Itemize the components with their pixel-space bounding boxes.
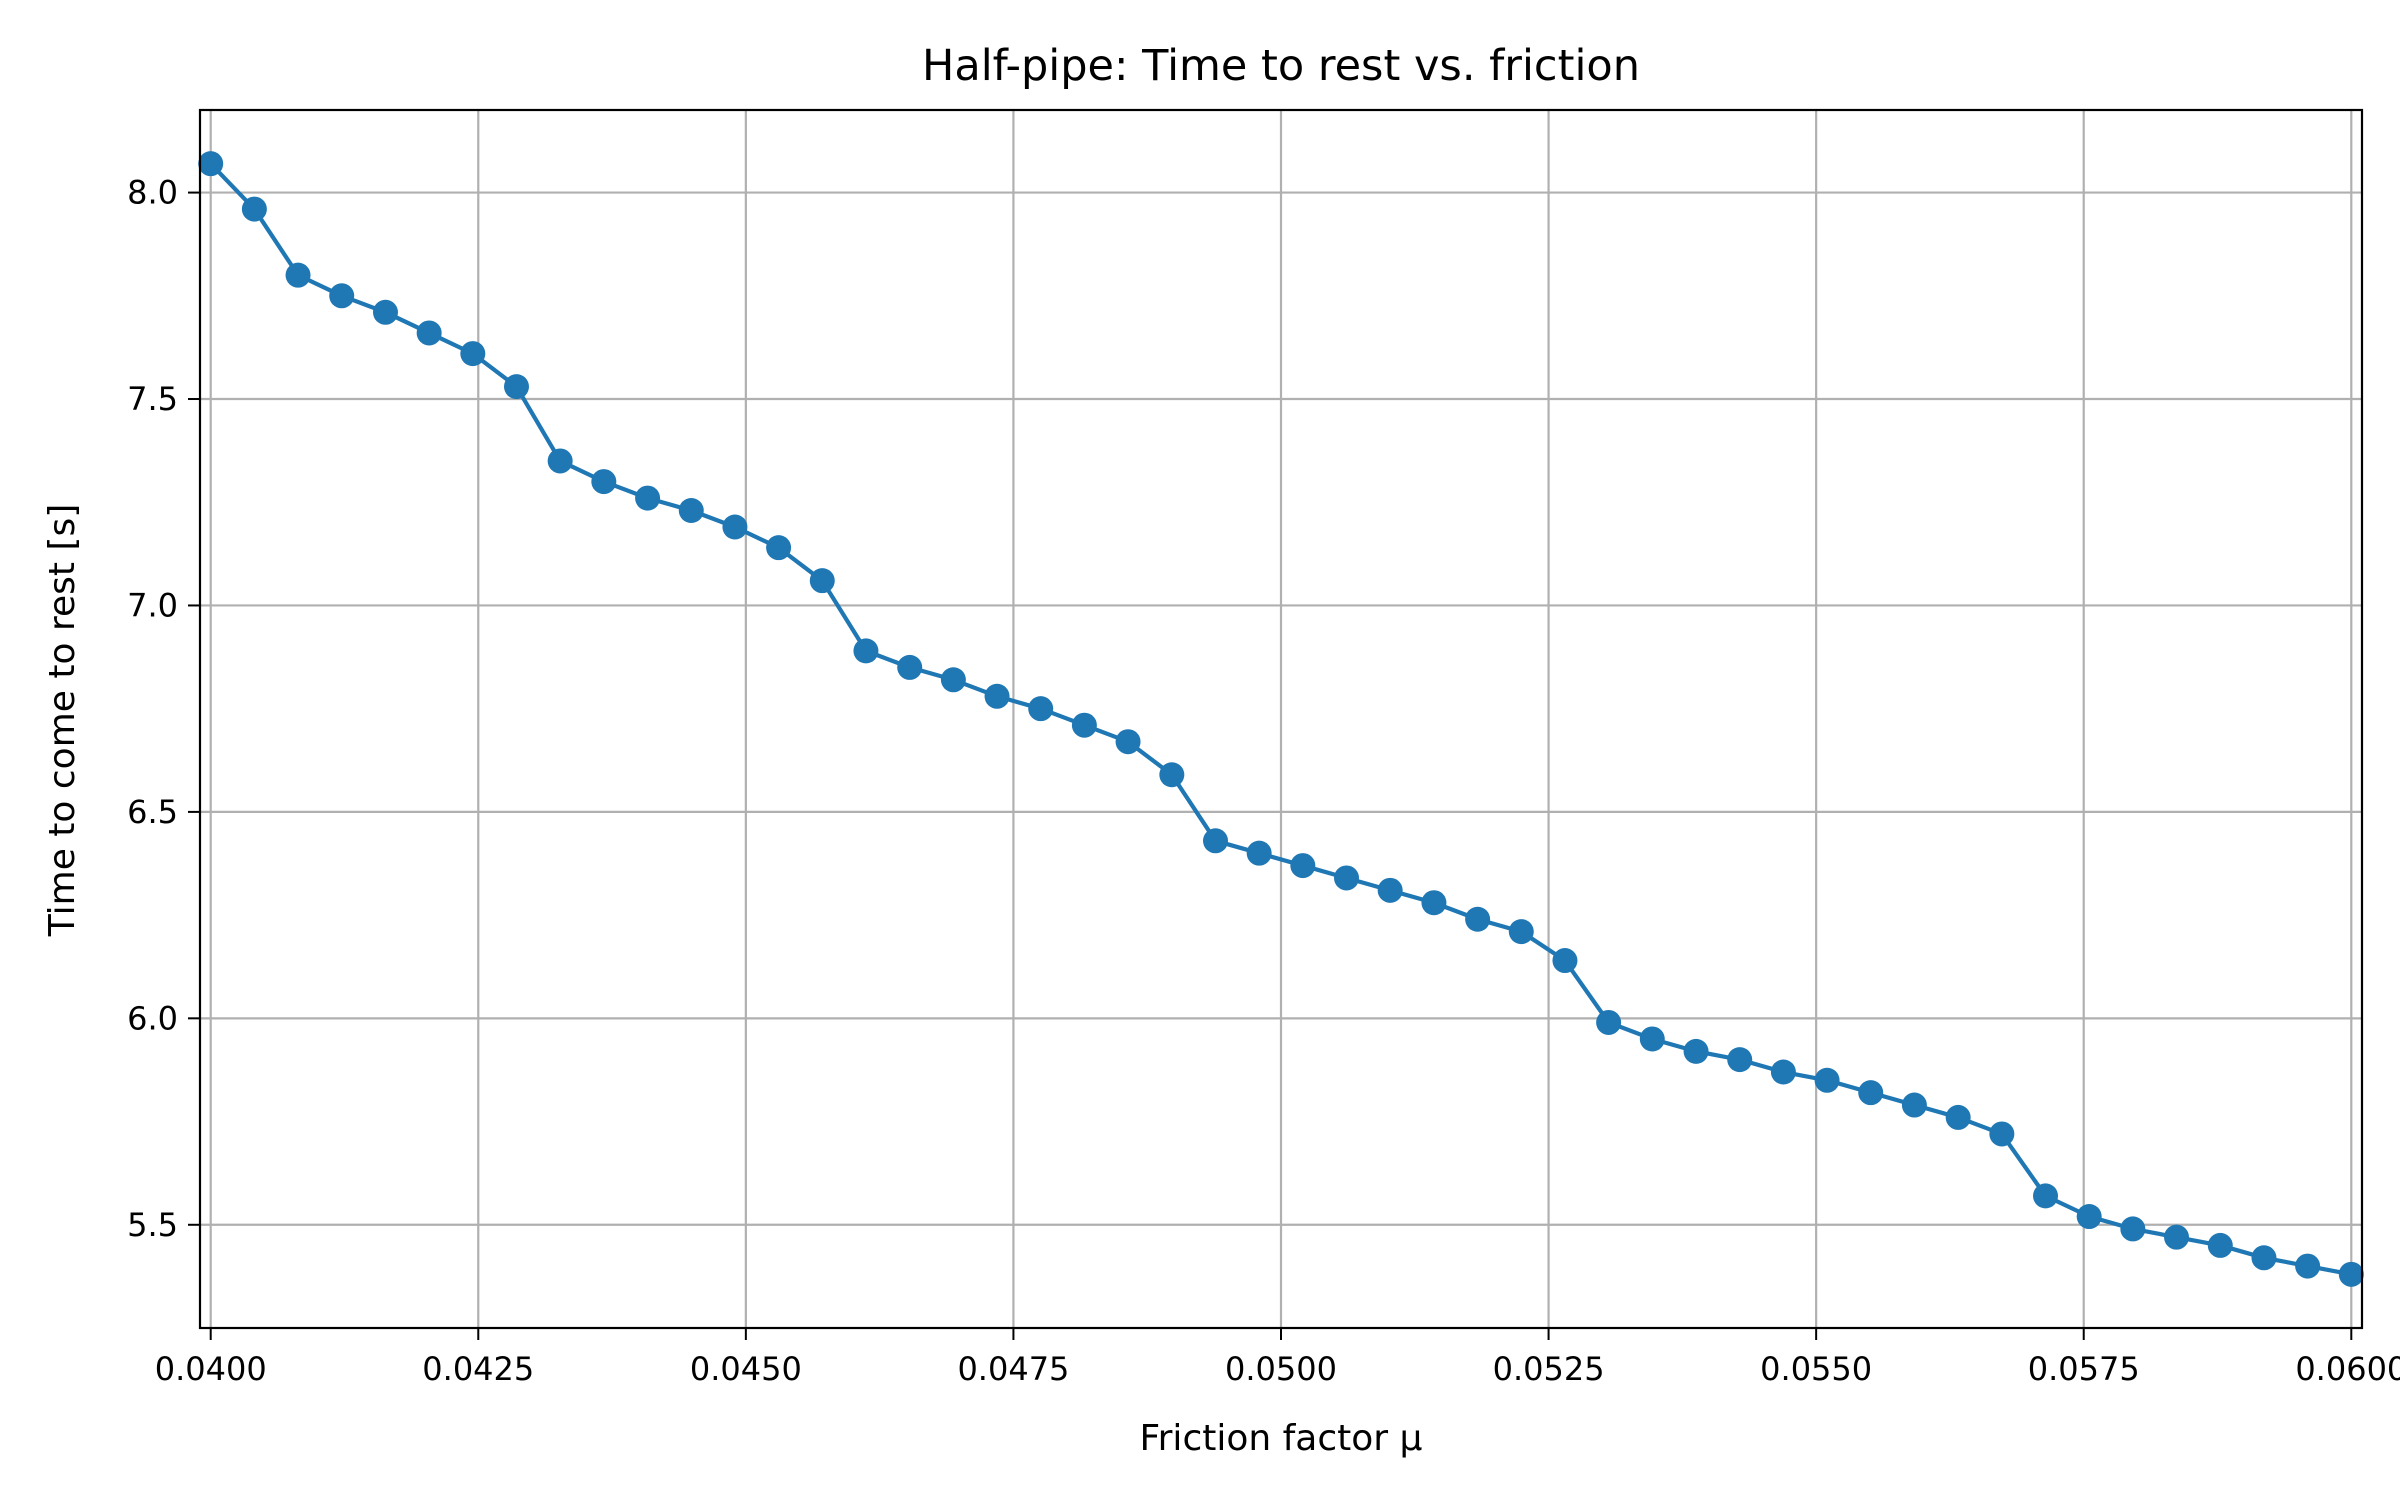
x-tick-label: 0.0500 <box>1225 1350 1337 1388</box>
data-point <box>1421 890 1447 916</box>
grid-lines <box>200 110 2362 1328</box>
data-point <box>2033 1183 2059 1209</box>
data-point <box>766 535 792 561</box>
data-point <box>635 485 661 511</box>
x-tick-label: 0.0400 <box>155 1350 267 1388</box>
data-point <box>591 469 617 495</box>
data-point <box>897 654 923 680</box>
data-point <box>198 151 224 177</box>
x-axis-label: Friction factor μ <box>1140 1418 1423 1459</box>
data-point <box>1334 865 1360 891</box>
data-point <box>1727 1047 1753 1073</box>
series-layer <box>198 151 2364 1287</box>
data-point <box>1465 906 1491 932</box>
x-tick-label: 0.0475 <box>957 1350 1069 1388</box>
data-point <box>1508 919 1534 945</box>
data-point <box>1683 1038 1709 1064</box>
data-point <box>241 196 267 222</box>
data-point <box>1159 762 1185 788</box>
data-point <box>940 667 966 693</box>
data-point <box>1377 877 1403 903</box>
data-point <box>678 497 704 523</box>
y-tick-label: 6.0 <box>127 999 178 1037</box>
data-point <box>416 320 442 346</box>
data-point <box>460 341 486 367</box>
data-point <box>372 299 398 325</box>
data-point <box>285 262 311 288</box>
data-point <box>1202 828 1228 854</box>
data-point <box>984 683 1010 709</box>
y-axis-label: Time to come to rest [s] <box>42 504 83 938</box>
data-point <box>1290 853 1316 879</box>
y-tick-label: 8.0 <box>127 174 178 212</box>
data-point <box>2164 1224 2190 1250</box>
x-axis-ticks: 0.0400 0.0425 0.0450 0.0475 0.0500 0.0525 0.05… <box>155 1328 2400 1388</box>
data-point <box>329 283 355 309</box>
x-tick-label: 0.0525 <box>1493 1350 1605 1388</box>
x-tick-label: 0.0600 <box>2295 1350 2400 1388</box>
data-point <box>1814 1067 1840 1093</box>
data-point <box>2076 1204 2102 1230</box>
chart-title: Half-pipe: Time to rest vs. friction <box>922 41 1640 91</box>
data-point <box>1858 1080 1884 1106</box>
y-tick-label: 7.5 <box>127 380 178 418</box>
data-point <box>1945 1104 1971 1130</box>
data-point <box>2338 1261 2364 1287</box>
data-point <box>809 568 835 594</box>
data-point <box>2207 1232 2233 1258</box>
data-point <box>2120 1216 2146 1242</box>
data-point <box>1071 712 1097 738</box>
y-axis-ticks: 5.5 6.0 6.5 7.0 7.5 8.0 <box>127 174 200 1244</box>
data-point <box>1989 1121 2015 1147</box>
data-point <box>1639 1026 1665 1052</box>
x-tick-label: 0.0575 <box>2028 1350 2140 1388</box>
data-point <box>503 374 529 400</box>
x-tick-label: 0.0425 <box>422 1350 534 1388</box>
y-tick-label: 7.0 <box>127 586 178 624</box>
data-point <box>1028 696 1054 722</box>
data-point <box>1901 1092 1927 1118</box>
data-point <box>547 448 573 474</box>
x-tick-label: 0.0450 <box>690 1350 802 1388</box>
data-point <box>1246 840 1272 866</box>
data-point <box>2251 1245 2277 1271</box>
data-point <box>722 514 748 540</box>
data-point <box>1596 1009 1622 1035</box>
y-tick-label: 5.5 <box>127 1206 178 1244</box>
data-point <box>1552 948 1578 974</box>
data-point <box>2295 1253 2321 1279</box>
data-point <box>853 638 879 664</box>
data-point <box>1770 1059 1796 1085</box>
y-tick-label: 6.5 <box>127 793 178 831</box>
x-tick-label: 0.0550 <box>1760 1350 1872 1388</box>
data-point <box>1115 729 1141 755</box>
